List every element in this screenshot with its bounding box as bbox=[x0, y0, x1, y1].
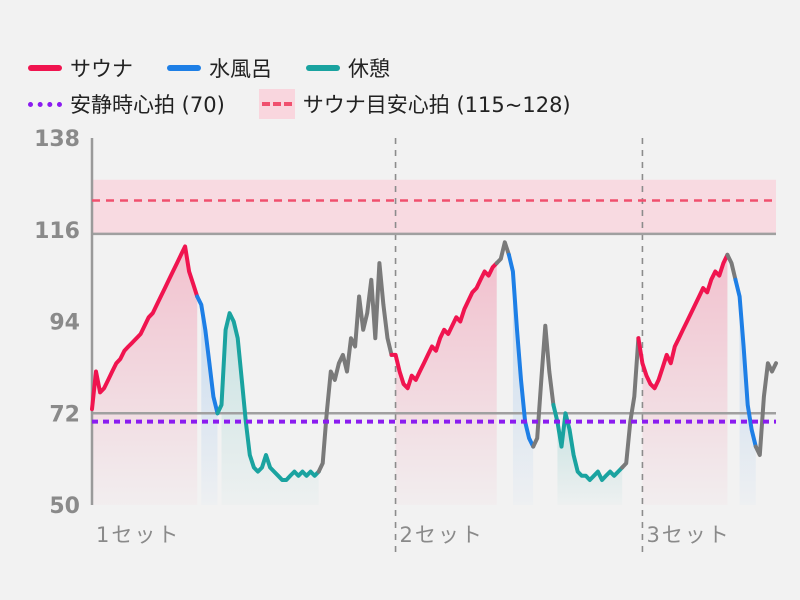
cold_bath-line-12 bbox=[733, 277, 758, 449]
legend-rest-label: 休憩 bbox=[348, 57, 390, 81]
sauna-area-4 bbox=[395, 263, 497, 505]
other-line-9 bbox=[620, 336, 641, 470]
resting-hr-swatch bbox=[28, 101, 62, 107]
rest-area-8 bbox=[557, 413, 623, 505]
sauna-area-10 bbox=[642, 254, 728, 505]
rest-line-8 bbox=[551, 402, 625, 482]
other-line-13 bbox=[753, 361, 778, 457]
legend-item-sauna[interactable]: サウナ bbox=[28, 53, 133, 83]
legend: サウナ 水風呂 休憩 安静時心拍 (70) サウナ目安心拍 (115~128) bbox=[28, 50, 788, 122]
y-tick-94: 94 bbox=[49, 311, 80, 336]
rest-swatch bbox=[306, 65, 340, 71]
legend-sauna-label: サウナ bbox=[70, 57, 133, 81]
y-tick-50: 50 bbox=[49, 494, 80, 519]
sauna-line-10 bbox=[636, 252, 730, 391]
rest-line-2 bbox=[215, 311, 321, 482]
legend-item-resting-hr[interactable]: 安静時心拍 (70) bbox=[28, 89, 225, 119]
sauna-target-band bbox=[92, 179, 776, 234]
cold_bath-line-1 bbox=[195, 294, 220, 416]
other-line-11 bbox=[725, 252, 738, 282]
set-label-1: 1セット bbox=[96, 523, 180, 547]
other-line-3 bbox=[316, 261, 394, 474]
rest-area-2 bbox=[221, 313, 319, 505]
legend-row-reference: 安静時心拍 (70) サウナ目安心拍 (115~128) bbox=[28, 86, 788, 122]
y-tick-138: 138 bbox=[34, 127, 80, 152]
sauna-target-swatch bbox=[258, 89, 295, 119]
other-line-7 bbox=[531, 323, 556, 449]
set-label-2: 2セット bbox=[400, 523, 484, 547]
other-line-5 bbox=[494, 240, 511, 266]
legend-item-rest[interactable]: 休憩 bbox=[306, 53, 390, 83]
legend-cold-bath-label: 水風呂 bbox=[209, 57, 272, 81]
cold_bath-area-1 bbox=[201, 304, 218, 505]
cold_bath-area-6 bbox=[512, 271, 534, 505]
y-tick-72: 72 bbox=[49, 402, 80, 427]
legend-resting-hr-label: 安静時心拍 (70) bbox=[70, 93, 225, 117]
legend-sauna-target-label: サウナ目安心拍 (115~128) bbox=[302, 93, 571, 117]
legend-item-cold-bath[interactable]: 水風呂 bbox=[167, 53, 272, 83]
set-label-3: 3セット bbox=[646, 523, 730, 547]
legend-item-sauna-target[interactable]: サウナ目安心拍 (115~128) bbox=[258, 89, 571, 119]
y-tick-116: 116 bbox=[34, 219, 80, 244]
cold_bath-line-6 bbox=[506, 252, 536, 449]
sauna-area-0 bbox=[92, 246, 198, 505]
cold-bath-swatch bbox=[167, 65, 201, 71]
sauna-line-4 bbox=[389, 261, 499, 391]
sauna-line-0 bbox=[90, 244, 200, 412]
legend-row-phases: サウナ 水風呂 休憩 bbox=[28, 50, 788, 86]
sauna-swatch bbox=[28, 65, 62, 71]
